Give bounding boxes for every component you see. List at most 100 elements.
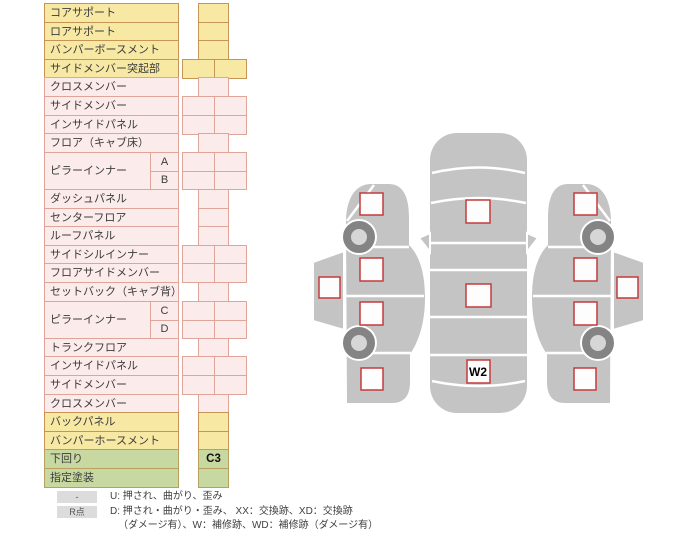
part-label: サイドメンバー — [44, 96, 179, 116]
part-label: ピラーインナー — [44, 152, 151, 190]
damage-cell[interactable] — [198, 226, 229, 246]
part-label: セットバック（キャブ背） — [44, 282, 179, 302]
part-row: セットバック（キャブ背） — [44, 282, 247, 302]
damage-cell[interactable] — [214, 301, 247, 321]
underbody-grade-cell[interactable]: C3 — [198, 449, 229, 469]
damage-cell[interactable] — [198, 3, 229, 23]
part-row-designated-paint: 指定塗装 — [44, 468, 247, 488]
legend-badge-r-point: R点 — [57, 506, 97, 518]
part-label: クロスメンバー — [44, 394, 179, 414]
part-row: サイドメンバー — [44, 375, 247, 395]
part-label: サイドメンバー — [44, 375, 179, 395]
damage-cell[interactable] — [198, 189, 229, 209]
part-row: バックパネル — [44, 412, 247, 432]
damage-cell[interactable] — [198, 40, 229, 60]
part-label: トランクフロア — [44, 338, 179, 358]
marker-right-front-door[interactable] — [573, 257, 598, 282]
damage-cell[interactable] — [198, 394, 229, 414]
part-label: インサイドパネル — [44, 356, 179, 376]
damage-cell[interactable] — [214, 171, 247, 190]
damage-cell[interactable] — [198, 77, 229, 97]
damage-cell[interactable] — [214, 245, 247, 265]
part-row: ダッシュパネル — [44, 189, 247, 209]
marker-top-trunk-value: W2 — [469, 365, 487, 379]
legend-text-r-line2: （ダメージ有）、W：補修跡、WD：補修跡（ダメージ有） — [118, 520, 379, 531]
damage-cell[interactable] — [214, 320, 247, 339]
part-row-underbody: 下回り C3 — [44, 449, 247, 469]
part-row: サイドシルインナー — [44, 245, 247, 265]
damage-cell[interactable] — [198, 468, 229, 488]
part-label: 下回り — [44, 449, 179, 469]
damage-cell[interactable] — [182, 115, 215, 135]
part-label: 指定塗装 — [44, 468, 179, 488]
damage-cell[interactable] — [198, 208, 229, 228]
part-label: バックパネル — [44, 412, 179, 432]
marker-left-front-door[interactable] — [359, 257, 384, 282]
marker-top-trunk[interactable] — [466, 359, 491, 384]
car-diagram: W2 — [303, 133, 692, 413]
damage-cell[interactable] — [182, 152, 215, 172]
part-label: サイドシルインナー — [44, 245, 179, 265]
part-label: フロアサイドメンバー — [44, 263, 179, 283]
legend-text-u: U: 押され、曲がり、歪み — [110, 491, 223, 502]
damage-cell[interactable] — [182, 96, 215, 116]
sub-row-label-a: A — [150, 152, 179, 172]
part-row: トランクフロア — [44, 338, 247, 358]
marker-right-front-fender[interactable] — [573, 192, 598, 216]
part-row-pillar-inner-cd: ピラーインナー C D — [44, 301, 247, 339]
part-label: ダッシュパネル — [44, 189, 179, 209]
damage-cell[interactable] — [182, 320, 215, 339]
part-label: ルーフパネル — [44, 226, 179, 246]
part-row: バンパーホースメント — [44, 431, 247, 451]
marker-top-hood[interactable] — [465, 199, 491, 224]
damage-cell[interactable] — [198, 412, 229, 432]
damage-cell[interactable] — [198, 22, 229, 42]
damage-cell[interactable] — [182, 301, 215, 321]
part-label: ロアサポート — [44, 22, 179, 42]
marker-top-roof[interactable] — [465, 283, 492, 308]
part-label: ピラーインナー — [44, 301, 151, 339]
damage-cell[interactable] — [182, 356, 215, 376]
damage-cell[interactable] — [198, 282, 229, 302]
right-mirror-flap — [526, 231, 540, 255]
damage-cell[interactable] — [182, 375, 215, 395]
part-row: フロアサイドメンバー — [44, 263, 247, 283]
part-label: サイドメンバー突起部 — [44, 59, 179, 79]
damage-cell[interactable] — [214, 59, 247, 79]
part-label: クロスメンバー — [44, 77, 179, 97]
damage-cell[interactable] — [182, 171, 215, 190]
marker-right-roof[interactable] — [616, 276, 639, 299]
damage-cell[interactable] — [198, 338, 229, 358]
legend-text-r-line1: D: 押され・曲がり・歪み、 XX：交換跡、XD：交換跡 — [110, 506, 353, 517]
part-row: サイドメンバー — [44, 96, 247, 116]
damage-cell[interactable] — [182, 245, 215, 265]
marker-left-rear-door[interactable] — [359, 301, 384, 326]
part-row-pillar-inner-ab: ピラーインナー A B — [44, 152, 247, 190]
part-label: バンパーホースメント — [44, 431, 179, 451]
damage-cell[interactable] — [198, 133, 229, 153]
car-top-view — [417, 133, 540, 413]
part-row: コアサポート — [44, 3, 247, 23]
damage-cell[interactable] — [198, 431, 229, 451]
damage-cell[interactable] — [214, 96, 247, 116]
marker-left-roof[interactable] — [318, 276, 341, 299]
marker-left-front-fender[interactable] — [359, 192, 384, 216]
part-row: バンパーボースメント — [44, 40, 247, 60]
sub-row-label-d: D — [150, 320, 179, 339]
damage-cell[interactable] — [214, 375, 247, 395]
damage-cell[interactable] — [182, 59, 215, 79]
marker-right-rear-door[interactable] — [573, 301, 598, 326]
damage-cell[interactable] — [214, 263, 247, 283]
part-row: インサイドパネル — [44, 356, 247, 376]
part-label: コアサポート — [44, 3, 179, 23]
part-row: クロスメンバー — [44, 394, 247, 414]
part-row: フロア（キャブ床） — [44, 133, 247, 153]
left-mirror-flap — [417, 231, 431, 255]
damage-cell[interactable] — [214, 115, 247, 135]
damage-cell[interactable] — [214, 152, 247, 172]
part-label: フロア（キャブ床） — [44, 133, 179, 153]
marker-left-rear-fender[interactable] — [360, 367, 384, 391]
damage-cell[interactable] — [214, 356, 247, 376]
damage-cell[interactable] — [182, 263, 215, 283]
marker-right-rear-fender[interactable] — [573, 367, 597, 391]
